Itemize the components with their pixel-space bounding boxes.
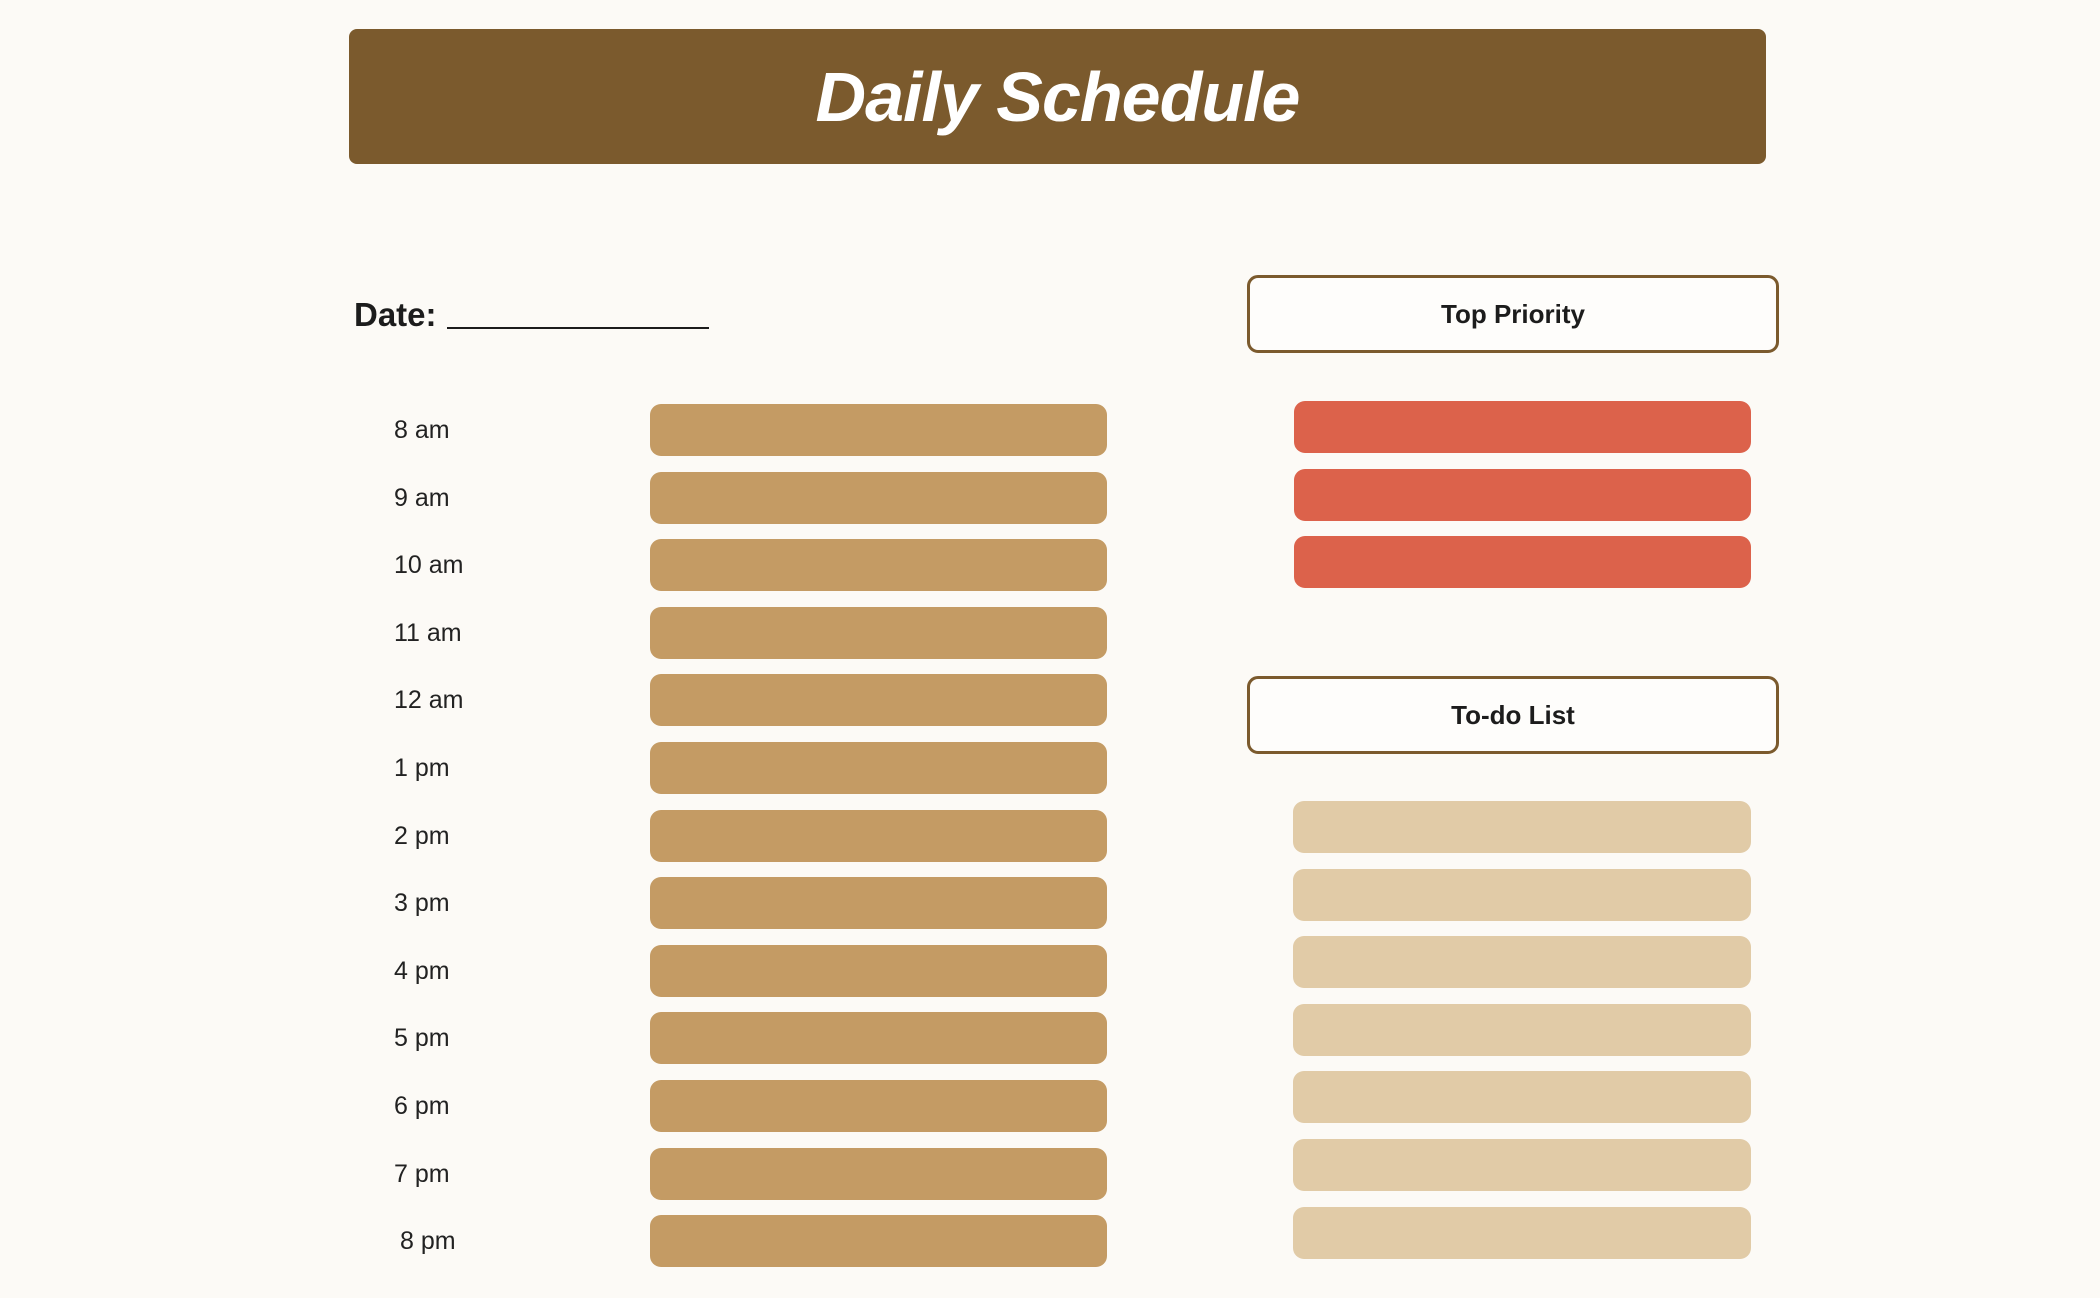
schedule-slot[interactable] (650, 539, 1107, 591)
todo-item[interactable] (1293, 936, 1751, 988)
time-label: 11 am (394, 619, 462, 647)
top-priority-header: Top Priority (1247, 275, 1779, 353)
todo-list-title: To-do List (1451, 699, 1575, 730)
schedule-slot[interactable] (650, 742, 1107, 794)
todo-item[interactable] (1293, 1004, 1751, 1056)
schedule-slot[interactable] (650, 607, 1107, 659)
schedule-slot[interactable] (650, 877, 1107, 929)
todo-item[interactable] (1293, 1139, 1751, 1191)
time-label: 8 am (394, 416, 450, 444)
top-priority-title: Top Priority (1441, 298, 1585, 329)
schedule-slot[interactable] (650, 1215, 1107, 1267)
time-label: 2 pm (394, 822, 450, 850)
priority-item[interactable] (1294, 401, 1751, 453)
time-label: 1 pm (394, 754, 450, 782)
page-header: Daily Schedule (349, 29, 1766, 164)
date-row: Date: (354, 296, 709, 334)
schedule-slot[interactable] (650, 1080, 1107, 1132)
todo-list-header: To-do List (1247, 676, 1779, 754)
time-label: 7 pm (394, 1160, 450, 1188)
todo-item[interactable] (1293, 869, 1751, 921)
schedule-slot[interactable] (650, 945, 1107, 997)
page-title: Daily Schedule (815, 57, 1301, 136)
schedule-slot[interactable] (650, 404, 1107, 456)
priority-item[interactable] (1294, 536, 1751, 588)
date-label: Date: (354, 296, 437, 333)
time-label: 9 am (394, 484, 450, 512)
date-input-line[interactable] (446, 327, 709, 329)
todo-item[interactable] (1293, 1207, 1751, 1259)
todo-item[interactable] (1293, 1071, 1751, 1123)
schedule-slot[interactable] (650, 1148, 1107, 1200)
time-label: 4 pm (394, 957, 450, 985)
time-label: 10 am (394, 551, 464, 579)
schedule-slot[interactable] (650, 810, 1107, 862)
time-label: 3 pm (394, 889, 450, 917)
time-label: 5 pm (394, 1024, 450, 1052)
schedule-slot[interactable] (650, 1012, 1107, 1064)
schedule-slot[interactable] (650, 472, 1107, 524)
time-label: 6 pm (394, 1092, 450, 1120)
time-label: 12 am (394, 686, 464, 714)
priority-item[interactable] (1294, 469, 1751, 521)
todo-item[interactable] (1293, 801, 1751, 853)
time-label: 8 pm (400, 1227, 456, 1255)
schedule-slot[interactable] (650, 674, 1107, 726)
